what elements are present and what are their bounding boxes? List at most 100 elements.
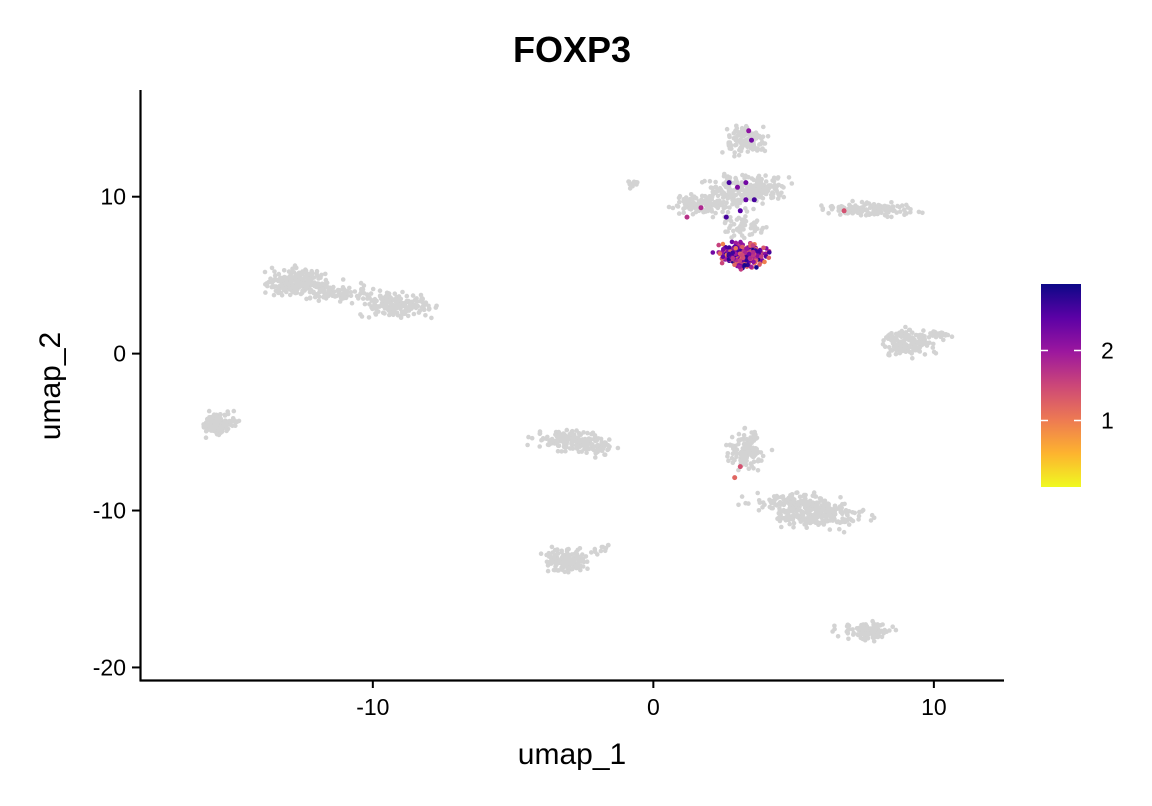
cell-point (550, 550, 555, 555)
cell-point (794, 512, 800, 517)
cell-point (566, 569, 571, 575)
cell-point (879, 634, 885, 640)
cell-point (931, 341, 936, 347)
cell-point (677, 199, 682, 205)
cell-point (899, 328, 905, 334)
expressing-point (747, 255, 753, 261)
cell-point (781, 194, 787, 200)
cell-point (750, 446, 755, 452)
cell-point (846, 516, 851, 522)
cell-point (736, 132, 742, 138)
cell-point (738, 148, 744, 154)
expressing-point (726, 180, 732, 186)
cell-point (826, 501, 831, 507)
colorbar (1041, 284, 1081, 487)
cell-point (702, 178, 707, 184)
cell-point (859, 208, 864, 214)
y-tick-label: -10 (93, 498, 126, 524)
expressing-point (751, 259, 756, 265)
cell-point (893, 351, 899, 357)
cell-point (727, 133, 732, 138)
cell-point (763, 179, 769, 184)
expressing-point (732, 262, 737, 268)
cell-point (846, 522, 852, 527)
cell-point (698, 198, 704, 204)
cell-point (850, 518, 856, 524)
cell-point (919, 340, 924, 345)
cell-point (790, 506, 796, 512)
cell-point (746, 501, 751, 506)
cell-point (294, 265, 299, 271)
cell-point (559, 449, 564, 454)
cell-point (408, 300, 413, 305)
y-axis-ticks: -20 -10 0 10 (93, 184, 140, 680)
cell-point (892, 342, 898, 347)
expressing-point (729, 239, 735, 245)
cell-point (864, 200, 870, 205)
cell-point (727, 175, 733, 180)
cell-point (887, 352, 892, 358)
expressing-point (841, 208, 847, 214)
cell-point (561, 438, 567, 444)
cell-point (836, 208, 841, 213)
cell-point (294, 286, 300, 291)
cell-point (583, 554, 589, 559)
cell-point (751, 433, 756, 439)
cell-point (380, 310, 386, 316)
cell-point (676, 195, 682, 201)
cell-point (670, 205, 676, 211)
cell-point (586, 436, 592, 441)
cell-point (845, 631, 851, 636)
cell-point (784, 497, 790, 502)
cell-point (307, 271, 313, 277)
cell-point (598, 548, 604, 554)
cell-point (862, 637, 868, 643)
cell-point (703, 198, 708, 203)
cell-point (615, 445, 621, 451)
expressing-point (751, 249, 756, 255)
cell-point (737, 438, 742, 443)
cell-point (725, 196, 730, 201)
cell-point (796, 502, 801, 508)
cell-point (747, 185, 753, 190)
cell-point (742, 441, 747, 446)
cell-point (846, 627, 852, 632)
cell-point (423, 313, 428, 318)
cell-point (749, 132, 754, 137)
cell-point (830, 629, 835, 634)
cell-point (269, 280, 275, 286)
expressing-point (716, 242, 721, 248)
cell-point (800, 511, 805, 517)
cell-point (851, 630, 856, 636)
expressing-point (740, 244, 745, 250)
cell-point (909, 351, 914, 356)
cell-point (785, 513, 790, 519)
chart-title: FOXP3 (513, 29, 631, 70)
cell-point (279, 293, 285, 298)
cell-point (599, 448, 605, 454)
cell-point (274, 277, 280, 283)
cell-point (872, 624, 878, 629)
expressing-point (733, 240, 739, 246)
cell-point (556, 443, 561, 448)
cell-point (876, 630, 882, 636)
cell-point (832, 503, 838, 509)
cell-point (206, 408, 212, 414)
cell-point (577, 444, 583, 450)
cell-point (341, 295, 347, 301)
cell-point (769, 447, 775, 453)
cell-point (921, 328, 926, 333)
cell-point (304, 296, 309, 302)
cell-point (561, 557, 566, 562)
cell-point (602, 452, 607, 457)
cell-point (294, 273, 300, 278)
cell-point (404, 308, 409, 314)
cell-point (380, 297, 386, 302)
cell-point (748, 225, 754, 231)
cell-point (216, 418, 222, 424)
cell-point (739, 494, 745, 499)
cell-point (887, 332, 893, 337)
x-tick-label: -10 (356, 694, 389, 720)
expressing-point (746, 251, 752, 257)
cell-point (749, 430, 754, 435)
